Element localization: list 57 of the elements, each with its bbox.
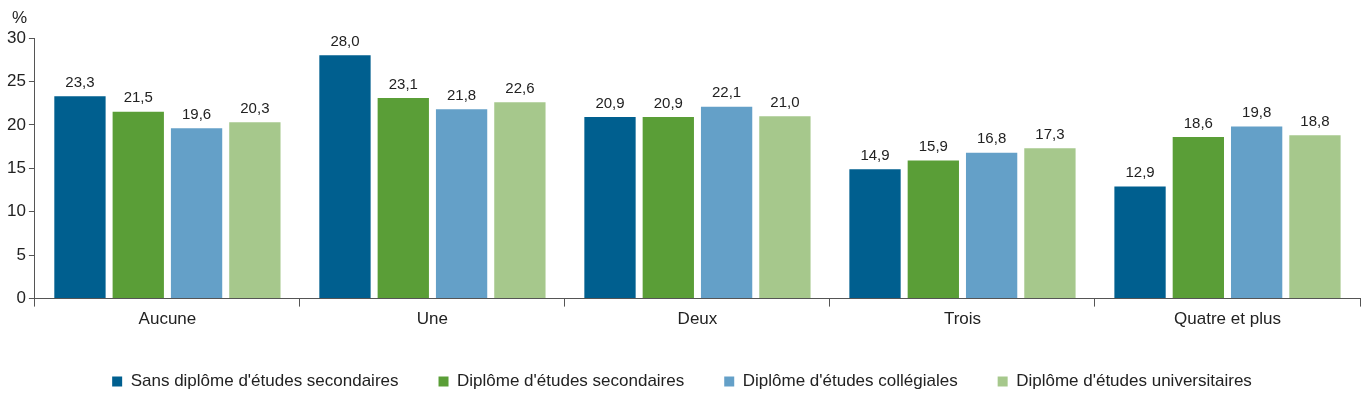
bar [494, 102, 546, 299]
data-label: 20,9 [595, 93, 625, 111]
y-tick-label: 15 [6, 157, 26, 177]
legend-label: Diplôme d'études universitaires [1016, 371, 1252, 391]
y-tick-label: 25 [6, 71, 26, 91]
data-label: 20,3 [240, 98, 270, 116]
bar [112, 111, 164, 299]
bar [1172, 137, 1224, 299]
bar [1024, 148, 1076, 299]
bar [54, 96, 106, 299]
y-tick-label: 10 [6, 201, 26, 221]
y-tick-label: 0 [16, 288, 26, 308]
bar [1289, 135, 1341, 299]
data-label: 19,8 [1242, 103, 1272, 121]
data-label: 28,0 [330, 32, 360, 50]
legend-label: Diplôme d'études secondaires [457, 371, 685, 391]
data-label: 18,6 [1183, 113, 1213, 131]
bar [700, 106, 753, 299]
data-label: 21,0 [770, 92, 800, 110]
x-tick-label: Deux [677, 309, 718, 329]
data-label: 22,1 [712, 83, 742, 101]
bar [584, 117, 636, 299]
bar [759, 116, 811, 299]
bar [907, 160, 959, 299]
x-tick-label: Trois [943, 309, 982, 329]
legend-label: Diplôme d'études collégiales [742, 371, 958, 391]
data-label: 16,8 [977, 129, 1007, 147]
data-label: 19,6 [181, 104, 212, 122]
bar [1114, 186, 1166, 299]
data-label: 14,9 [860, 145, 890, 163]
y-tick-label: 30 [6, 27, 26, 47]
data-label: 20,9 [653, 93, 683, 111]
data-label: 17,3 [1035, 124, 1065, 142]
data-label: 12,9 [1125, 163, 1155, 181]
legend-label: Sans diplôme d'études secondaires [130, 371, 399, 391]
data-label: 15,9 [918, 137, 948, 155]
bar [849, 169, 901, 299]
y-tick-label: 20 [6, 114, 26, 134]
data-label: 18,8 [1300, 111, 1330, 129]
bar [1230, 126, 1283, 299]
x-tick-label: Une [416, 309, 449, 329]
data-label: 23,3 [65, 72, 95, 90]
data-label: 21,8 [446, 85, 477, 103]
bar [642, 117, 694, 299]
y-tick-label: 5 [16, 244, 26, 264]
data-label: 21,5 [123, 88, 153, 106]
bar [170, 128, 223, 299]
bar [319, 55, 371, 299]
data-label: 22,6 [505, 78, 535, 96]
bar [965, 152, 1018, 299]
x-tick-label: Quatre et plus [1174, 309, 1281, 329]
bar [377, 97, 429, 299]
bar [229, 122, 281, 299]
bar [435, 109, 488, 299]
data-label: 23,1 [388, 74, 418, 92]
x-tick-label: Aucune [138, 309, 197, 329]
y-axis-title: % [12, 8, 28, 28]
